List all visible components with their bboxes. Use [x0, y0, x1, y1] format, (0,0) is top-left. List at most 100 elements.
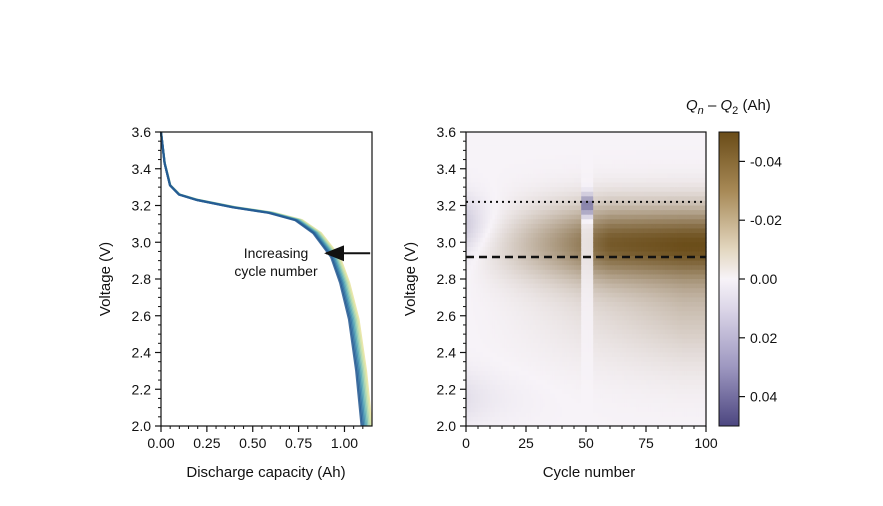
heatmap-cell — [602, 301, 606, 308]
heatmap-cell — [478, 407, 481, 413]
heatmap-cell — [612, 297, 616, 303]
heatmap-cell — [542, 141, 546, 147]
heatmap-cell — [516, 407, 520, 413]
heatmap-cell — [540, 182, 544, 188]
heatmap-cell — [578, 210, 582, 216]
heatmap-cell — [571, 251, 575, 257]
heatmap-cell — [626, 292, 630, 298]
heatmap-cell — [487, 288, 491, 294]
heatmap-cell — [600, 352, 604, 358]
heatmap-cell — [540, 361, 544, 367]
heatmap-cell — [509, 384, 513, 390]
heatmap-cell — [487, 338, 491, 344]
heatmap-cell — [499, 223, 503, 230]
heatmap-cell — [631, 223, 635, 230]
heatmap-cell — [634, 164, 637, 170]
heatmap-cell — [538, 297, 541, 303]
heatmap-cell — [605, 219, 609, 225]
heatmap-cell — [540, 398, 544, 404]
heatmap-cell — [590, 338, 594, 344]
heatmap-cell — [578, 311, 582, 317]
heatmap-cell — [631, 393, 635, 400]
heatmap-cell — [466, 416, 469, 422]
heatmap-cell — [542, 306, 546, 312]
heatmap-cell — [562, 398, 565, 404]
heatmap-cell — [538, 320, 541, 326]
heatmap-cell — [631, 177, 635, 184]
heatmap-cell — [511, 311, 515, 317]
heatmap-cell — [468, 301, 472, 308]
heatmap-cell — [610, 361, 613, 367]
heatmap-cell — [648, 145, 652, 151]
heatmap-cell — [586, 191, 589, 197]
heatmap-cell — [490, 320, 493, 326]
heatmap-cell — [499, 219, 503, 225]
heatmap-cell — [559, 407, 563, 413]
heatmap-cell — [480, 256, 484, 262]
heatmap-cell — [583, 191, 587, 197]
heatmap-cell — [485, 237, 489, 243]
heatmap-cell — [646, 164, 649, 170]
heatmap-cell — [530, 274, 534, 280]
heatmap-cell — [590, 283, 594, 289]
heatmap-cell — [559, 187, 563, 193]
heatmap-cell — [526, 141, 529, 147]
heatmap-cell — [530, 233, 534, 239]
heatmap-cell — [523, 407, 527, 413]
heatmap-cell — [648, 210, 652, 216]
heatmap-cell — [473, 288, 477, 294]
heatmap-cell — [514, 315, 517, 321]
heatmap-cell — [636, 274, 640, 280]
heatmap-cell — [533, 347, 537, 354]
heatmap-cell — [617, 260, 621, 266]
heatmap-cell — [492, 205, 496, 211]
heatmap-cell — [521, 361, 525, 367]
heatmap-cell — [482, 223, 486, 230]
heatmap-cell — [478, 380, 481, 386]
heatmap-cell — [518, 324, 522, 331]
heatmap-cell — [538, 182, 541, 188]
heatmap-cell — [494, 301, 498, 308]
heatmap-cell — [598, 357, 601, 363]
heatmap-cell — [600, 311, 604, 317]
heatmap-cell — [641, 210, 645, 216]
heatmap-cell — [607, 407, 611, 413]
heatmap-cell — [528, 283, 532, 289]
heatmap-cell — [605, 237, 609, 243]
heatmap-cell — [514, 214, 517, 220]
heatmap-cell — [600, 214, 604, 220]
heatmap-cell — [624, 324, 628, 331]
heatmap-cell — [492, 187, 496, 193]
heatmap-cell — [545, 150, 549, 156]
heatmap-cell — [492, 343, 496, 349]
heatmap-cell — [497, 412, 501, 418]
heatmap-cell — [504, 352, 508, 358]
heatmap-cell — [614, 279, 618, 285]
heatmap-cell — [487, 352, 491, 358]
heatmap-cell — [470, 370, 474, 377]
heatmap-cell — [559, 177, 563, 184]
heatmap-cell — [629, 279, 633, 285]
heatmap-cell — [595, 361, 599, 367]
heatmap-cell — [638, 219, 642, 225]
heatmap-cell — [533, 384, 537, 390]
heatmap-cell — [473, 352, 477, 358]
heatmap-cell — [631, 370, 635, 377]
heatmap-cell — [550, 301, 553, 308]
heatmap-cell — [619, 380, 623, 386]
heatmap-cell — [581, 210, 585, 216]
heatmap-cell — [583, 132, 587, 138]
heatmap-cell — [626, 187, 630, 193]
heatmap-cell — [624, 228, 628, 234]
heatmap-cell — [581, 347, 585, 354]
heatmap-cell — [506, 338, 510, 344]
heatmap-cell — [610, 421, 613, 427]
heatmap-cell — [490, 393, 493, 400]
heatmap-cell — [602, 334, 606, 340]
heatmap-cell — [619, 338, 623, 344]
heatmap-cell — [511, 357, 515, 363]
heatmap-cell — [634, 297, 637, 303]
left-y-tick-label: 2.8 — [132, 271, 152, 287]
heatmap-cell — [494, 283, 498, 289]
heatmap-cell — [626, 150, 630, 156]
